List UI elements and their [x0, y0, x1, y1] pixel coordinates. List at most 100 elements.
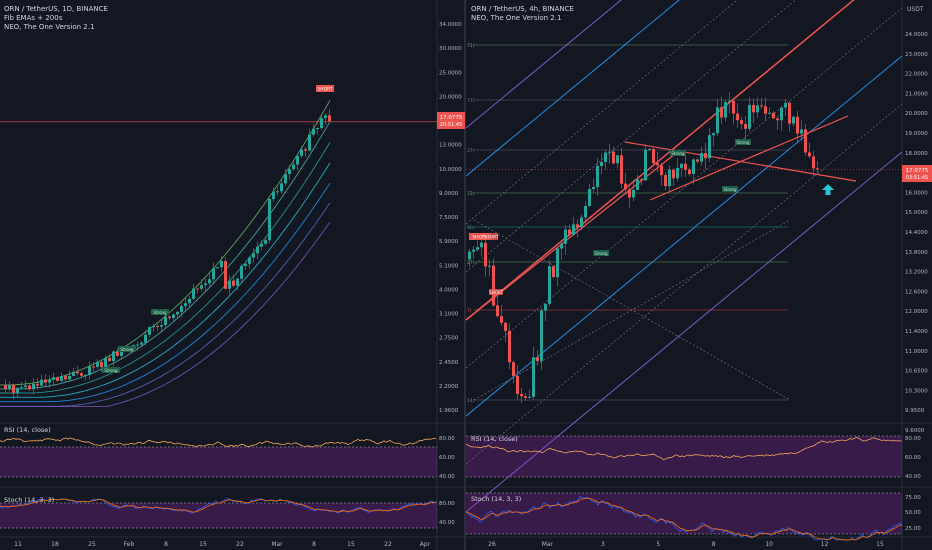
left-time-axis[interactable]: 11 18 25 Feb 8 15 22 Mar 8 15 22 Apr	[14, 541, 431, 548]
candle-body	[488, 265, 491, 267]
candle-body	[668, 169, 671, 187]
candle-body	[640, 179, 643, 181]
candle-body	[796, 116, 799, 134]
candle-body	[32, 383, 35, 390]
svg-text:SHORT: SHORT	[483, 235, 499, 241]
price-tick-label: 16.0000	[905, 190, 928, 196]
candle-body	[184, 303, 187, 307]
candle-body	[808, 152, 811, 157]
svg-text:Strong: Strong	[736, 140, 750, 145]
ema-line	[0, 121, 331, 390]
candle-body	[540, 310, 543, 362]
candle-body	[196, 288, 199, 290]
candle-body	[592, 187, 595, 189]
candle-body	[564, 229, 567, 244]
price-tick-label: 18.0000	[905, 151, 928, 157]
left-short-signal: SHORT	[316, 85, 334, 93]
candle-body	[532, 357, 535, 397]
time-tick-label: 15	[347, 541, 355, 548]
candle-body	[208, 279, 211, 284]
left-price-chart[interactable]	[0, 100, 437, 408]
candle-body	[316, 128, 319, 130]
candle-body	[672, 169, 675, 179]
price-tick-label: 2.4500	[439, 360, 459, 366]
candle-body	[676, 167, 679, 179]
price-tick-label: 9.0000	[439, 191, 459, 197]
candle-body	[716, 107, 719, 134]
candle-body	[732, 101, 735, 114]
candle-body	[580, 217, 583, 228]
candle-body	[276, 191, 279, 193]
candle-body	[204, 283, 207, 286]
candle-body	[684, 163, 687, 170]
candle-body	[772, 112, 775, 119]
svg-text:Strong: Strong	[671, 151, 685, 156]
candle-body	[240, 265, 243, 279]
svg-text:Strong: Strong	[104, 368, 118, 373]
candle-body	[40, 379, 43, 386]
price-tick-label: 13.0000	[439, 143, 462, 149]
candle-body	[468, 251, 471, 260]
candle-body	[648, 148, 651, 150]
left-stoch-label: Stoch (14, 3, 3)	[4, 496, 54, 504]
time-tick-label: 3	[601, 541, 605, 548]
candle-body	[652, 148, 655, 164]
oscillator-tick-label: 50.00	[905, 510, 921, 516]
candle-body	[260, 243, 263, 247]
candle-body	[644, 149, 647, 181]
left-indicator-neo: NEO, The One Version 2.1	[4, 23, 94, 31]
candle-body	[272, 191, 275, 200]
candle-body	[656, 163, 659, 166]
candle-body	[92, 366, 95, 368]
candle-body	[496, 305, 499, 317]
candle-body	[616, 155, 619, 164]
candle-body	[500, 316, 503, 323]
oscillator-tick-label: 80.00	[905, 436, 921, 442]
candle-body	[480, 242, 483, 248]
fib-level-label: 77)	[467, 98, 475, 104]
candle-body	[288, 169, 291, 175]
svg-text:SHORT: SHORT	[317, 87, 333, 93]
right-price-chart[interactable]: 71) 77) 27) 72) 90) 27) 7) 14)	[465, 0, 903, 513]
price-tick-label: 25.0000	[439, 70, 462, 76]
candle-body	[624, 183, 627, 190]
candle-body	[516, 375, 519, 394]
candle-body	[536, 357, 539, 362]
candle-body	[328, 115, 331, 122]
right-strong-signal-1: Strong	[735, 139, 751, 145]
stoch-d-line	[0, 498, 437, 513]
fib-level-label: 14)	[467, 398, 475, 404]
candle-body	[152, 325, 155, 328]
candle-body	[300, 149, 303, 156]
candle-body	[556, 248, 559, 278]
candle-body	[708, 135, 711, 159]
candle-body	[728, 101, 731, 103]
left-current-price-badge: 17.0775 20:51:45	[437, 112, 465, 129]
candle-body	[24, 385, 27, 388]
svg-text:SHORT: SHORT	[489, 290, 503, 295]
time-tick-label: 8	[712, 541, 716, 548]
fib-level-label: 27)	[467, 260, 475, 266]
svg-text:Strong: Strong	[594, 251, 608, 256]
candle-body	[200, 285, 203, 289]
candle-body	[44, 379, 47, 383]
candle-body	[136, 344, 139, 346]
right-time-axis[interactable]: 26 Mar 3 5 8 10 12 15	[488, 541, 884, 548]
price-tick-label: 34.0000	[439, 22, 462, 28]
time-tick-label: 22	[236, 541, 244, 548]
candle-body	[776, 118, 779, 121]
candle-body	[236, 278, 239, 286]
candle-body	[584, 206, 587, 218]
price-tick-label: 9.6000	[905, 428, 925, 434]
candle-body	[112, 351, 115, 362]
ema-line	[0, 162, 331, 398]
price-tick-label: 21.0000	[905, 91, 928, 97]
candle-body	[268, 199, 271, 241]
candle-body	[324, 115, 327, 119]
oscillator-band	[0, 447, 437, 477]
right-strong-signal-4: Strong	[670, 150, 686, 156]
candle-body	[604, 152, 607, 162]
right-price-axis[interactable]: 24.0000 23.0000 22.0000 21.0000 20.0000 19.00…	[905, 32, 928, 434]
left-oscillators: 80.00 60.00 40.00 80.00 40.00	[0, 436, 455, 529]
